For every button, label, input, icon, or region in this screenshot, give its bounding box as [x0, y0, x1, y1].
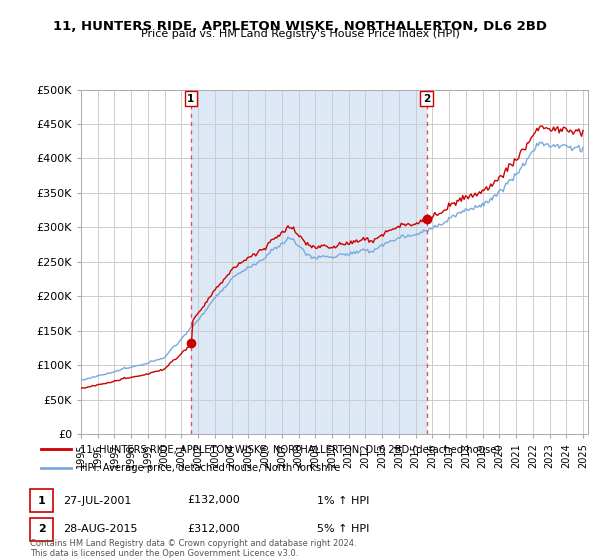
- Text: Price paid vs. HM Land Registry's House Price Index (HPI): Price paid vs. HM Land Registry's House …: [140, 29, 460, 39]
- Text: HPI: Average price, detached house, North Yorkshire: HPI: Average price, detached house, Nort…: [80, 463, 340, 473]
- Text: 2: 2: [38, 524, 46, 534]
- Text: 2: 2: [423, 94, 430, 104]
- Text: 1: 1: [38, 496, 46, 506]
- Bar: [191, 90, 427, 434]
- Text: £312,000: £312,000: [187, 524, 240, 534]
- Text: 5% ↑ HPI: 5% ↑ HPI: [317, 524, 370, 534]
- Text: £132,000: £132,000: [187, 496, 240, 506]
- Text: 1: 1: [187, 94, 194, 104]
- Text: 28-AUG-2015: 28-AUG-2015: [63, 524, 137, 534]
- Text: 1% ↑ HPI: 1% ↑ HPI: [317, 496, 370, 506]
- FancyBboxPatch shape: [30, 489, 53, 512]
- Text: 11, HUNTERS RIDE, APPLETON WISKE, NORTHALLERTON, DL6 2BD: 11, HUNTERS RIDE, APPLETON WISKE, NORTHA…: [53, 20, 547, 32]
- Text: 27-JUL-2001: 27-JUL-2001: [63, 496, 131, 506]
- Text: Contains HM Land Registry data © Crown copyright and database right 2024.
This d: Contains HM Land Registry data © Crown c…: [30, 539, 356, 558]
- FancyBboxPatch shape: [30, 518, 53, 540]
- Text: 11, HUNTERS RIDE, APPLETON WISKE, NORTHALLERTON, DL6 2BD (detached house): 11, HUNTERS RIDE, APPLETON WISKE, NORTHA…: [80, 444, 500, 454]
